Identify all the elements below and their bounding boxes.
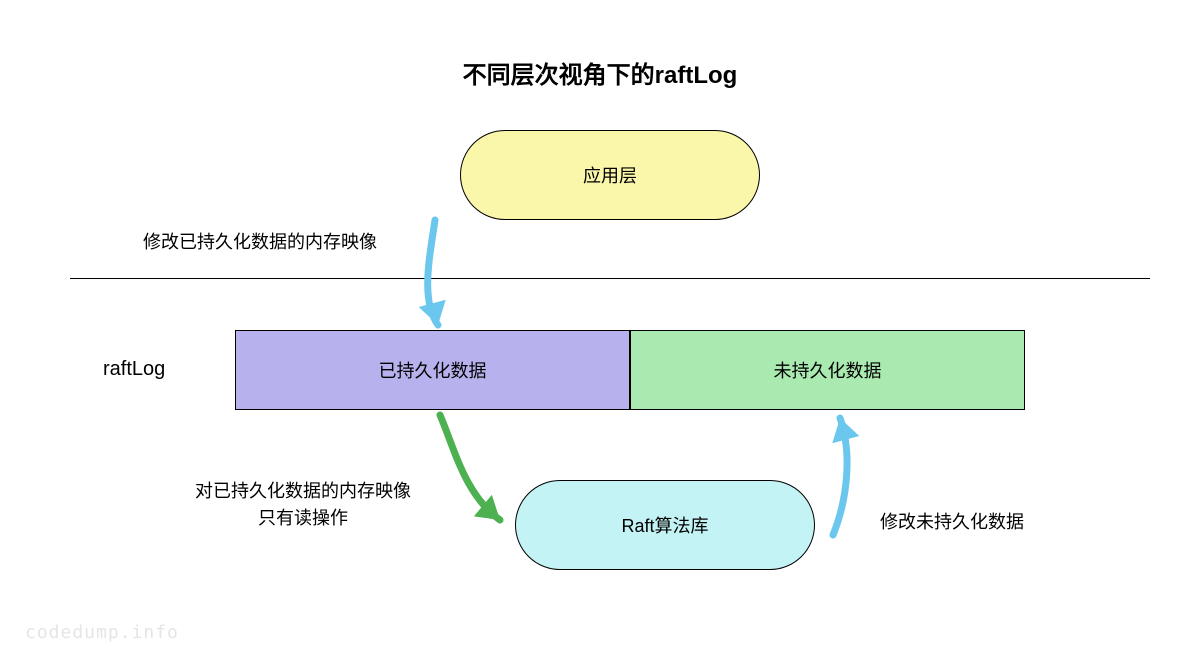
node-unpersisted-label: 未持久化数据 — [774, 357, 882, 383]
caption-modify-persisted-memory: 修改已持久化数据的内存映像 — [143, 228, 377, 254]
arrow-app-to-persisted — [419, 220, 452, 329]
arrow-raft-to-unpersisted — [826, 414, 859, 535]
raftlog-row-label: raftLog — [103, 358, 165, 381]
arrow3-head-icon — [826, 414, 859, 443]
node-persisted-label: 已持久化数据 — [379, 357, 487, 383]
arrow2-shaft — [440, 415, 500, 520]
node-app-layer: 应用层 — [460, 130, 760, 220]
caption-readonly-line2: 只有读操作 — [258, 508, 348, 528]
diagram-stage: 不同层次视角下的raftLog 应用层 raftLog 已持久化数据 未持久化数… — [0, 0, 1200, 655]
horizontal-divider — [70, 278, 1150, 279]
arrow1-shaft — [428, 220, 438, 325]
diagram-title: 不同层次视角下的raftLog — [0, 55, 1200, 90]
node-raft-library-label: Raft算法库 — [621, 512, 708, 538]
caption-readonly-persisted: 对已持久化数据的内存映像 只有读操作 — [195, 478, 411, 532]
node-raft-library: Raft算法库 — [515, 480, 815, 570]
arrow3-shaft — [833, 418, 847, 535]
arrow-persisted-to-raft — [440, 415, 509, 531]
node-app-layer-label: 应用层 — [583, 162, 637, 188]
node-unpersisted-data: 未持久化数据 — [630, 330, 1025, 410]
node-persisted-data: 已持久化数据 — [235, 330, 630, 410]
arrow1-head-icon — [419, 300, 452, 329]
caption-modify-unpersisted: 修改未持久化数据 — [880, 508, 1024, 534]
watermark-text: codedump.info — [25, 622, 179, 643]
caption-readonly-line1: 对已持久化数据的内存映像 — [195, 481, 411, 501]
arrow2-head-icon — [474, 495, 509, 531]
